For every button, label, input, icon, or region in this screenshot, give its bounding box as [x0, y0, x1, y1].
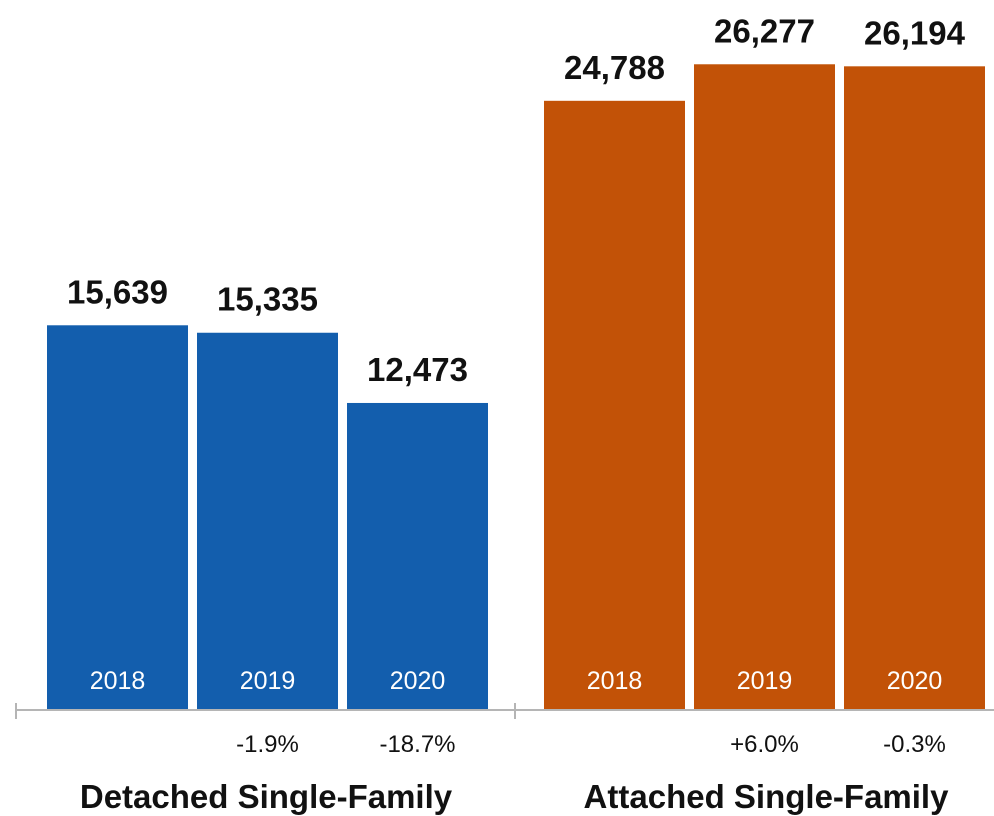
bar-value-label: 24,788	[564, 49, 665, 86]
bar-change-label: -0.3%	[883, 731, 946, 758]
bar-value-label: 26,277	[714, 12, 815, 49]
group-label-detached: Detached Single-Family	[80, 778, 453, 815]
bar-year-label: 2019	[240, 667, 296, 695]
bar-value-label: 15,639	[67, 273, 168, 310]
bar	[544, 100, 685, 709]
bar-year-label: 2019	[737, 667, 793, 695]
bar-year-label: 2018	[90, 667, 146, 695]
bar-year-label: 2020	[390, 667, 446, 695]
bar	[197, 332, 338, 709]
bar	[694, 64, 835, 710]
bar-year-label: 2020	[887, 667, 943, 695]
bar-value-label: 26,194	[864, 14, 966, 51]
bar-change-label: -1.9%	[236, 731, 299, 758]
bar-value-label: 15,335	[217, 281, 318, 318]
bar-year-label: 2018	[587, 667, 643, 695]
bar-value-label: 12,473	[367, 351, 468, 388]
group-label-attached: Attached Single-Family	[584, 778, 950, 815]
bars-layer	[47, 64, 985, 710]
bar-change-label: +6.0%	[730, 731, 799, 758]
bar	[47, 325, 188, 709]
labels-layer: 15,639 2018 15,335 2019 -1.9% 12,473 2020 -18.7…	[67, 12, 966, 758]
bar	[844, 66, 985, 709]
axis-layer	[15, 703, 994, 719]
bar	[347, 402, 488, 709]
bar-change-label: -18.7%	[379, 731, 455, 758]
